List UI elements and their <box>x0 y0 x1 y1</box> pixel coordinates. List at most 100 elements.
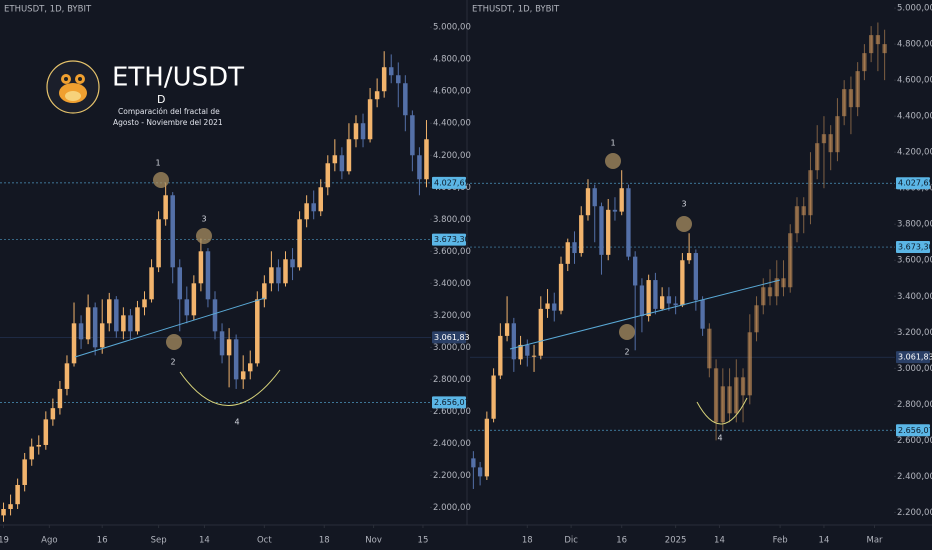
price-label: 3.673,30 <box>898 243 932 252</box>
candle-body <box>325 163 331 188</box>
candle-body <box>388 67 394 76</box>
candle-body <box>8 504 13 509</box>
candle-body <box>835 116 840 153</box>
candle-body <box>686 253 692 261</box>
candle-body <box>862 53 867 72</box>
y-tick-label: 3.600,00 <box>897 256 932 266</box>
y-tick-label: 5.000,00 <box>897 4 932 14</box>
x-tick-label: Nov <box>365 536 382 546</box>
y-tick-label: 4.600,00 <box>433 87 471 97</box>
candle-body <box>410 115 415 156</box>
y-tick-label: 2.200,00 <box>897 508 932 518</box>
candle-body <box>882 44 887 54</box>
price-label-box <box>896 351 930 364</box>
candle-body <box>868 35 874 54</box>
y-tick-label: 2.400,00 <box>897 472 932 482</box>
candle-body <box>727 386 732 414</box>
candle-body <box>626 188 631 257</box>
candle-body <box>107 299 112 324</box>
candle-body <box>403 83 408 116</box>
y-tick-label: 4.400,00 <box>433 119 471 129</box>
candle-body <box>381 67 387 92</box>
marker <box>196 228 212 244</box>
candle-body <box>339 155 345 172</box>
candle-body <box>747 332 752 396</box>
right-chart-title: ETHUSDT, 1D, BYBIT <box>472 5 560 15</box>
candle-body <box>538 308 543 356</box>
marker <box>605 153 621 169</box>
candle-body <box>50 408 56 420</box>
candle-body <box>585 188 591 216</box>
annotation: 1 <box>155 159 160 168</box>
candle-body <box>205 251 211 300</box>
x-tick-label: 2025 <box>665 536 687 546</box>
candle-body <box>99 323 105 348</box>
candle-body <box>396 75 401 84</box>
candle-body <box>247 363 253 372</box>
candle-body <box>572 242 577 254</box>
candle-body <box>484 418 490 477</box>
candle-body <box>360 123 366 140</box>
x-tick-label: 15 <box>418 536 429 546</box>
candle-body <box>22 459 27 485</box>
candle-body <box>491 375 496 419</box>
logo-frog-pupil <box>64 77 68 81</box>
candle-body <box>57 388 63 409</box>
candle-body <box>346 139 352 172</box>
candle-body <box>353 123 359 140</box>
candle-body <box>290 259 295 268</box>
candle-body <box>114 299 119 332</box>
x-tick-label: 18 <box>319 536 330 546</box>
y-tick-label: 4.400,00 <box>897 112 932 122</box>
candle-body <box>794 206 800 234</box>
y-tick-label: 4.200,00 <box>433 151 471 161</box>
candle-body <box>78 323 84 340</box>
candle-body <box>815 143 820 171</box>
candle-body <box>707 328 712 369</box>
candle-body <box>332 155 338 164</box>
candle-body <box>1 508 6 516</box>
y-tick-label: 3.000,00 <box>433 343 471 353</box>
candle-body <box>43 419 49 445</box>
candle-body <box>504 323 510 336</box>
y-tick-label: 4.800,00 <box>897 40 932 50</box>
candle-body <box>269 267 274 284</box>
candle-body <box>276 267 281 284</box>
candle-body <box>511 323 516 360</box>
subtitle: Agosto - Noviembre del 2021 <box>113 118 223 127</box>
y-tick-label: 5.000,00 <box>433 23 471 33</box>
candle-body <box>184 299 190 316</box>
candle-body <box>15 484 20 505</box>
arc <box>696 397 748 425</box>
candle-body <box>599 206 604 255</box>
candle-body <box>612 209 618 212</box>
candle-body <box>36 444 42 447</box>
x-tick-label: Feb <box>773 536 788 546</box>
candle-body <box>720 386 725 423</box>
candle-body <box>646 280 651 317</box>
price-label: 3.673,30 <box>434 235 470 244</box>
candle-body <box>163 195 168 220</box>
candle-body <box>558 263 564 311</box>
y-tick-label: 2.000,00 <box>433 503 471 513</box>
y-tick-label: 2.600,00 <box>433 407 471 417</box>
candle-body <box>801 206 806 216</box>
candle-body <box>471 458 476 468</box>
candle-body <box>767 287 773 297</box>
logo-text: ETH/USDT <box>112 63 244 93</box>
candle-body <box>424 139 429 180</box>
candle-body <box>304 203 309 220</box>
x-tick-label: 16 <box>616 536 627 546</box>
annotation: 2 <box>170 358 175 367</box>
candle-body <box>754 305 759 333</box>
x-tick-label: 14 <box>819 536 830 546</box>
candle-body <box>848 89 854 108</box>
logo-frog-belly <box>65 91 81 101</box>
candle-body <box>128 315 133 332</box>
candle-body <box>761 287 766 306</box>
y-tick-label: 3.600,00 <box>433 247 471 257</box>
candle-body <box>177 267 183 300</box>
x-tick-label: Oct <box>257 536 272 546</box>
candle-body <box>477 467 483 477</box>
left-chart-title: ETHUSDT, 1D, BYBIT <box>4 5 92 15</box>
